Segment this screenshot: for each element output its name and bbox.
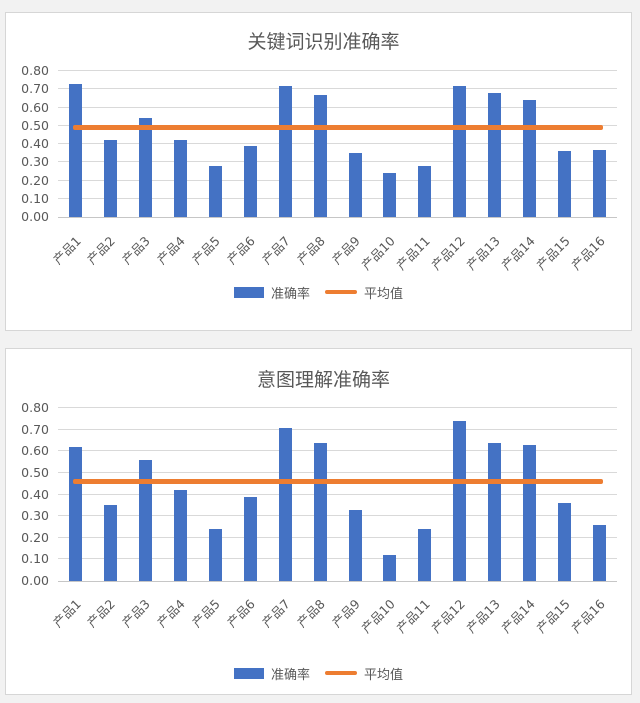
gridline xyxy=(58,536,617,538)
bar-product-5 xyxy=(208,165,222,217)
bar-product-9 xyxy=(348,509,362,581)
gridline xyxy=(58,428,617,430)
y-axis-tick-label: 0.60 xyxy=(21,99,49,115)
legend: 准确率 平均值 xyxy=(6,283,631,302)
legend-accuracy-label: 准确率 xyxy=(270,286,310,302)
average-series-swatch-icon xyxy=(325,671,357,675)
bar-product-15 xyxy=(558,151,572,217)
plot-area xyxy=(58,407,617,582)
bar-product-13 xyxy=(488,442,502,581)
accuracy-series-swatch-icon xyxy=(233,286,264,298)
bar-product-4 xyxy=(173,490,187,581)
bar-product-10 xyxy=(383,555,397,581)
gridline xyxy=(58,70,617,71)
legend-accuracy-label: 准确率 xyxy=(270,667,310,683)
y-axis-tick-label: 0.10 xyxy=(21,551,49,567)
chart-title: 关键词识别准确率 xyxy=(247,31,400,53)
gridline xyxy=(58,124,617,126)
bar-product-3 xyxy=(138,459,152,581)
bar-product-11 xyxy=(418,165,432,217)
intent-understanding-accuracy-chart: 意图理解准确率 0.00 0.10 0.20 0.30 0.40 0.50 0.60 0.70… xyxy=(5,348,632,695)
gridline xyxy=(58,515,617,517)
bar-product-7 xyxy=(278,427,292,581)
gridline xyxy=(58,197,617,199)
gridline xyxy=(58,179,617,181)
bar-product-16 xyxy=(593,149,606,217)
gridline xyxy=(58,161,617,163)
average-line xyxy=(72,125,603,130)
bar-product-14 xyxy=(523,444,537,581)
bar-product-5 xyxy=(208,529,222,581)
bar-product-4 xyxy=(173,140,187,217)
legend-item-average: 平均值 xyxy=(325,283,403,302)
bar-product-1 xyxy=(69,446,82,581)
legend: 准确率 平均值 xyxy=(6,664,631,683)
bar-product-3 xyxy=(138,118,152,217)
gridline xyxy=(58,450,617,452)
y-axis-tick-label: 0.50 xyxy=(21,117,49,133)
average-line xyxy=(72,479,603,484)
legend-item-average: 平均值 xyxy=(325,664,403,683)
y-axis-tick-label: 0.40 xyxy=(21,136,49,151)
y-axis-tick-label: 0.30 xyxy=(21,508,49,524)
bar-product-12 xyxy=(453,85,467,217)
bar-product-16 xyxy=(593,524,606,581)
y-axis-tick-label: 0.70 xyxy=(21,421,49,437)
accuracy-series-swatch-icon xyxy=(233,667,264,679)
bar-product-6 xyxy=(243,496,257,581)
y-axis-tick-label: 0.30 xyxy=(21,154,49,170)
bar-product-12 xyxy=(453,421,467,581)
y-axis-tick-label: 0.20 xyxy=(21,529,49,545)
gridline xyxy=(58,493,617,495)
legend-average-label: 平均值 xyxy=(364,286,404,302)
y-axis-tick-label: 0.70 xyxy=(21,81,49,97)
legend-item-accuracy: 准确率 xyxy=(233,664,310,683)
x-axis-line xyxy=(58,581,617,582)
bar-product-1 xyxy=(69,83,82,217)
bar-product-14 xyxy=(523,100,537,217)
plot-area xyxy=(58,70,617,218)
bar-product-9 xyxy=(348,153,362,217)
legend-item-accuracy: 准确率 xyxy=(233,283,310,302)
bar-product-6 xyxy=(243,145,257,217)
y-axis-tick-label: 0.00 xyxy=(21,209,49,224)
bar-product-13 xyxy=(488,92,502,217)
gridline xyxy=(58,471,617,473)
gridline xyxy=(58,558,617,560)
bar-product-10 xyxy=(383,173,397,217)
y-axis-tick-label: 0.20 xyxy=(21,172,49,188)
chart-title: 意图理解准确率 xyxy=(256,369,390,391)
bar-product-15 xyxy=(558,503,572,581)
y-axis-tick-label: 0.60 xyxy=(21,443,49,459)
gridline xyxy=(58,88,617,90)
gridline xyxy=(58,407,617,408)
bar-product-8 xyxy=(313,442,327,581)
y-axis-tick-label: 0.80 xyxy=(21,400,49,415)
gridline xyxy=(58,106,617,108)
y-axis-tick-label: 0.10 xyxy=(21,190,49,206)
y-axis-tick-label: 0.00 xyxy=(21,573,49,588)
x-axis-line xyxy=(58,217,617,218)
y-axis-tick-label: 0.50 xyxy=(21,464,49,480)
bar-product-11 xyxy=(418,529,432,581)
legend-average-label: 平均值 xyxy=(364,667,404,683)
y-axis-tick-label: 0.40 xyxy=(21,486,49,502)
keyword-recognition-accuracy-chart: 关键词识别准确率 0.00 0.10 0.20 0.30 0.40 0.50 0.60 0.7… xyxy=(5,12,632,331)
average-series-swatch-icon xyxy=(325,290,357,294)
bar-product-2 xyxy=(103,505,117,581)
gridline xyxy=(58,143,617,144)
bar-product-2 xyxy=(103,140,117,217)
bar-product-8 xyxy=(313,94,327,217)
bar-product-7 xyxy=(278,85,292,217)
y-axis-tick-label: 0.80 xyxy=(21,63,49,78)
